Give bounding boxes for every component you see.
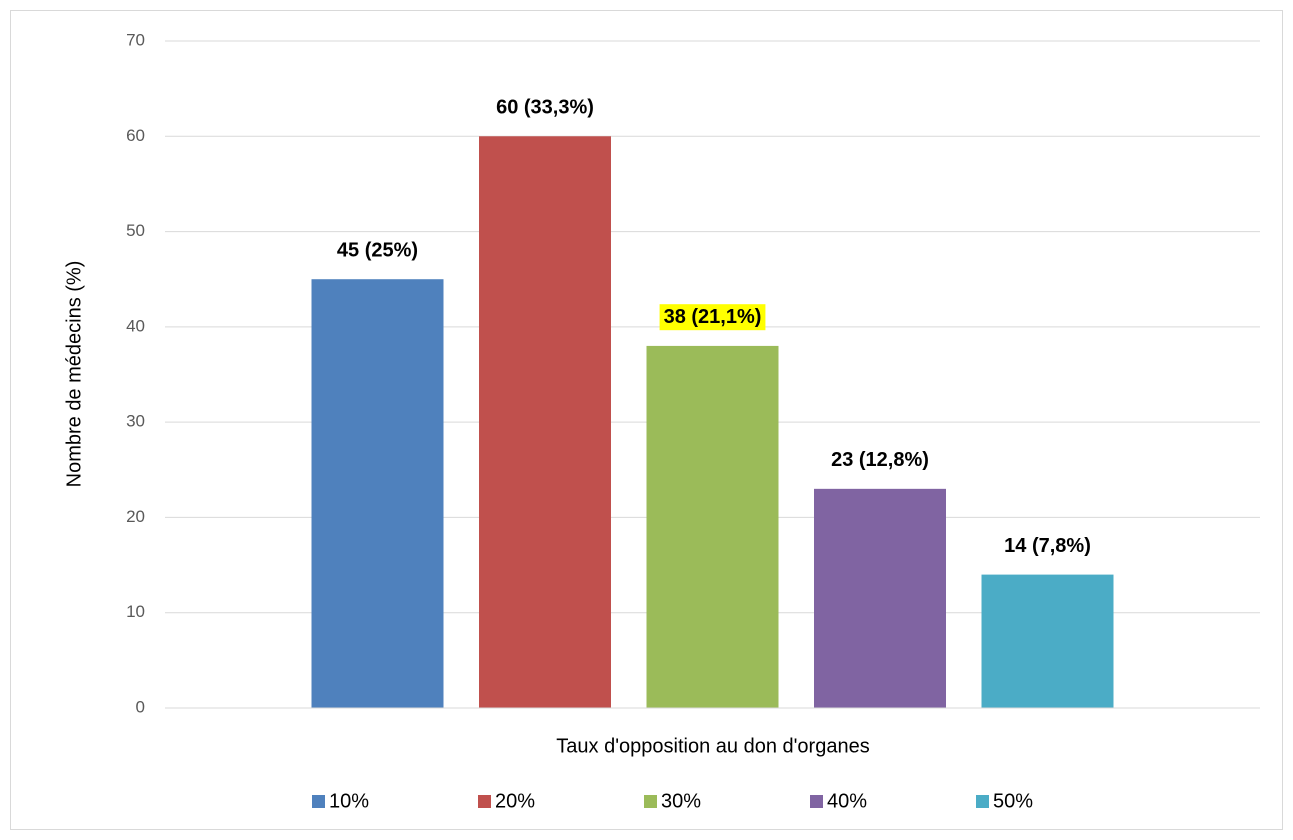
- data-label: 60 (33,3%): [496, 97, 594, 119]
- legend-swatch: [644, 795, 657, 808]
- legend-swatch: [478, 795, 491, 808]
- legend-label: 40%: [827, 790, 867, 812]
- bar: [311, 279, 444, 708]
- y-tick-label: 70: [126, 30, 145, 49]
- legend-swatch: [810, 795, 823, 808]
- y-tick-label: 0: [136, 697, 145, 716]
- bar: [646, 345, 779, 708]
- legend-label: 10%: [329, 790, 369, 812]
- y-tick-label: 30: [126, 412, 145, 431]
- legend-swatch: [976, 795, 989, 808]
- bar: [981, 574, 1114, 708]
- y-tick-label: 60: [126, 126, 145, 145]
- legend-label: 20%: [495, 790, 535, 812]
- bar: [814, 488, 946, 708]
- data-label: 45 (25%): [337, 239, 418, 261]
- legend-label: 30%: [661, 790, 701, 812]
- y-tick-label: 10: [126, 602, 145, 621]
- label-highlight: [659, 304, 766, 331]
- data-label: 38 (21,1%): [664, 306, 762, 328]
- legend-swatch: [312, 795, 325, 808]
- bar: [479, 136, 611, 709]
- y-tick-label: 20: [126, 507, 145, 526]
- x-axis-title: Taux d'opposition au don d'organes: [556, 735, 869, 757]
- data-label: 23 (12,8%): [831, 449, 929, 471]
- y-tick-label: 40: [126, 316, 145, 335]
- y-tick-label: 50: [126, 221, 145, 240]
- y-axis-title: Nombre de médecins (%): [63, 261, 85, 488]
- legend-label: 50%: [993, 790, 1033, 812]
- data-label: 14 (7,8%): [1004, 535, 1091, 557]
